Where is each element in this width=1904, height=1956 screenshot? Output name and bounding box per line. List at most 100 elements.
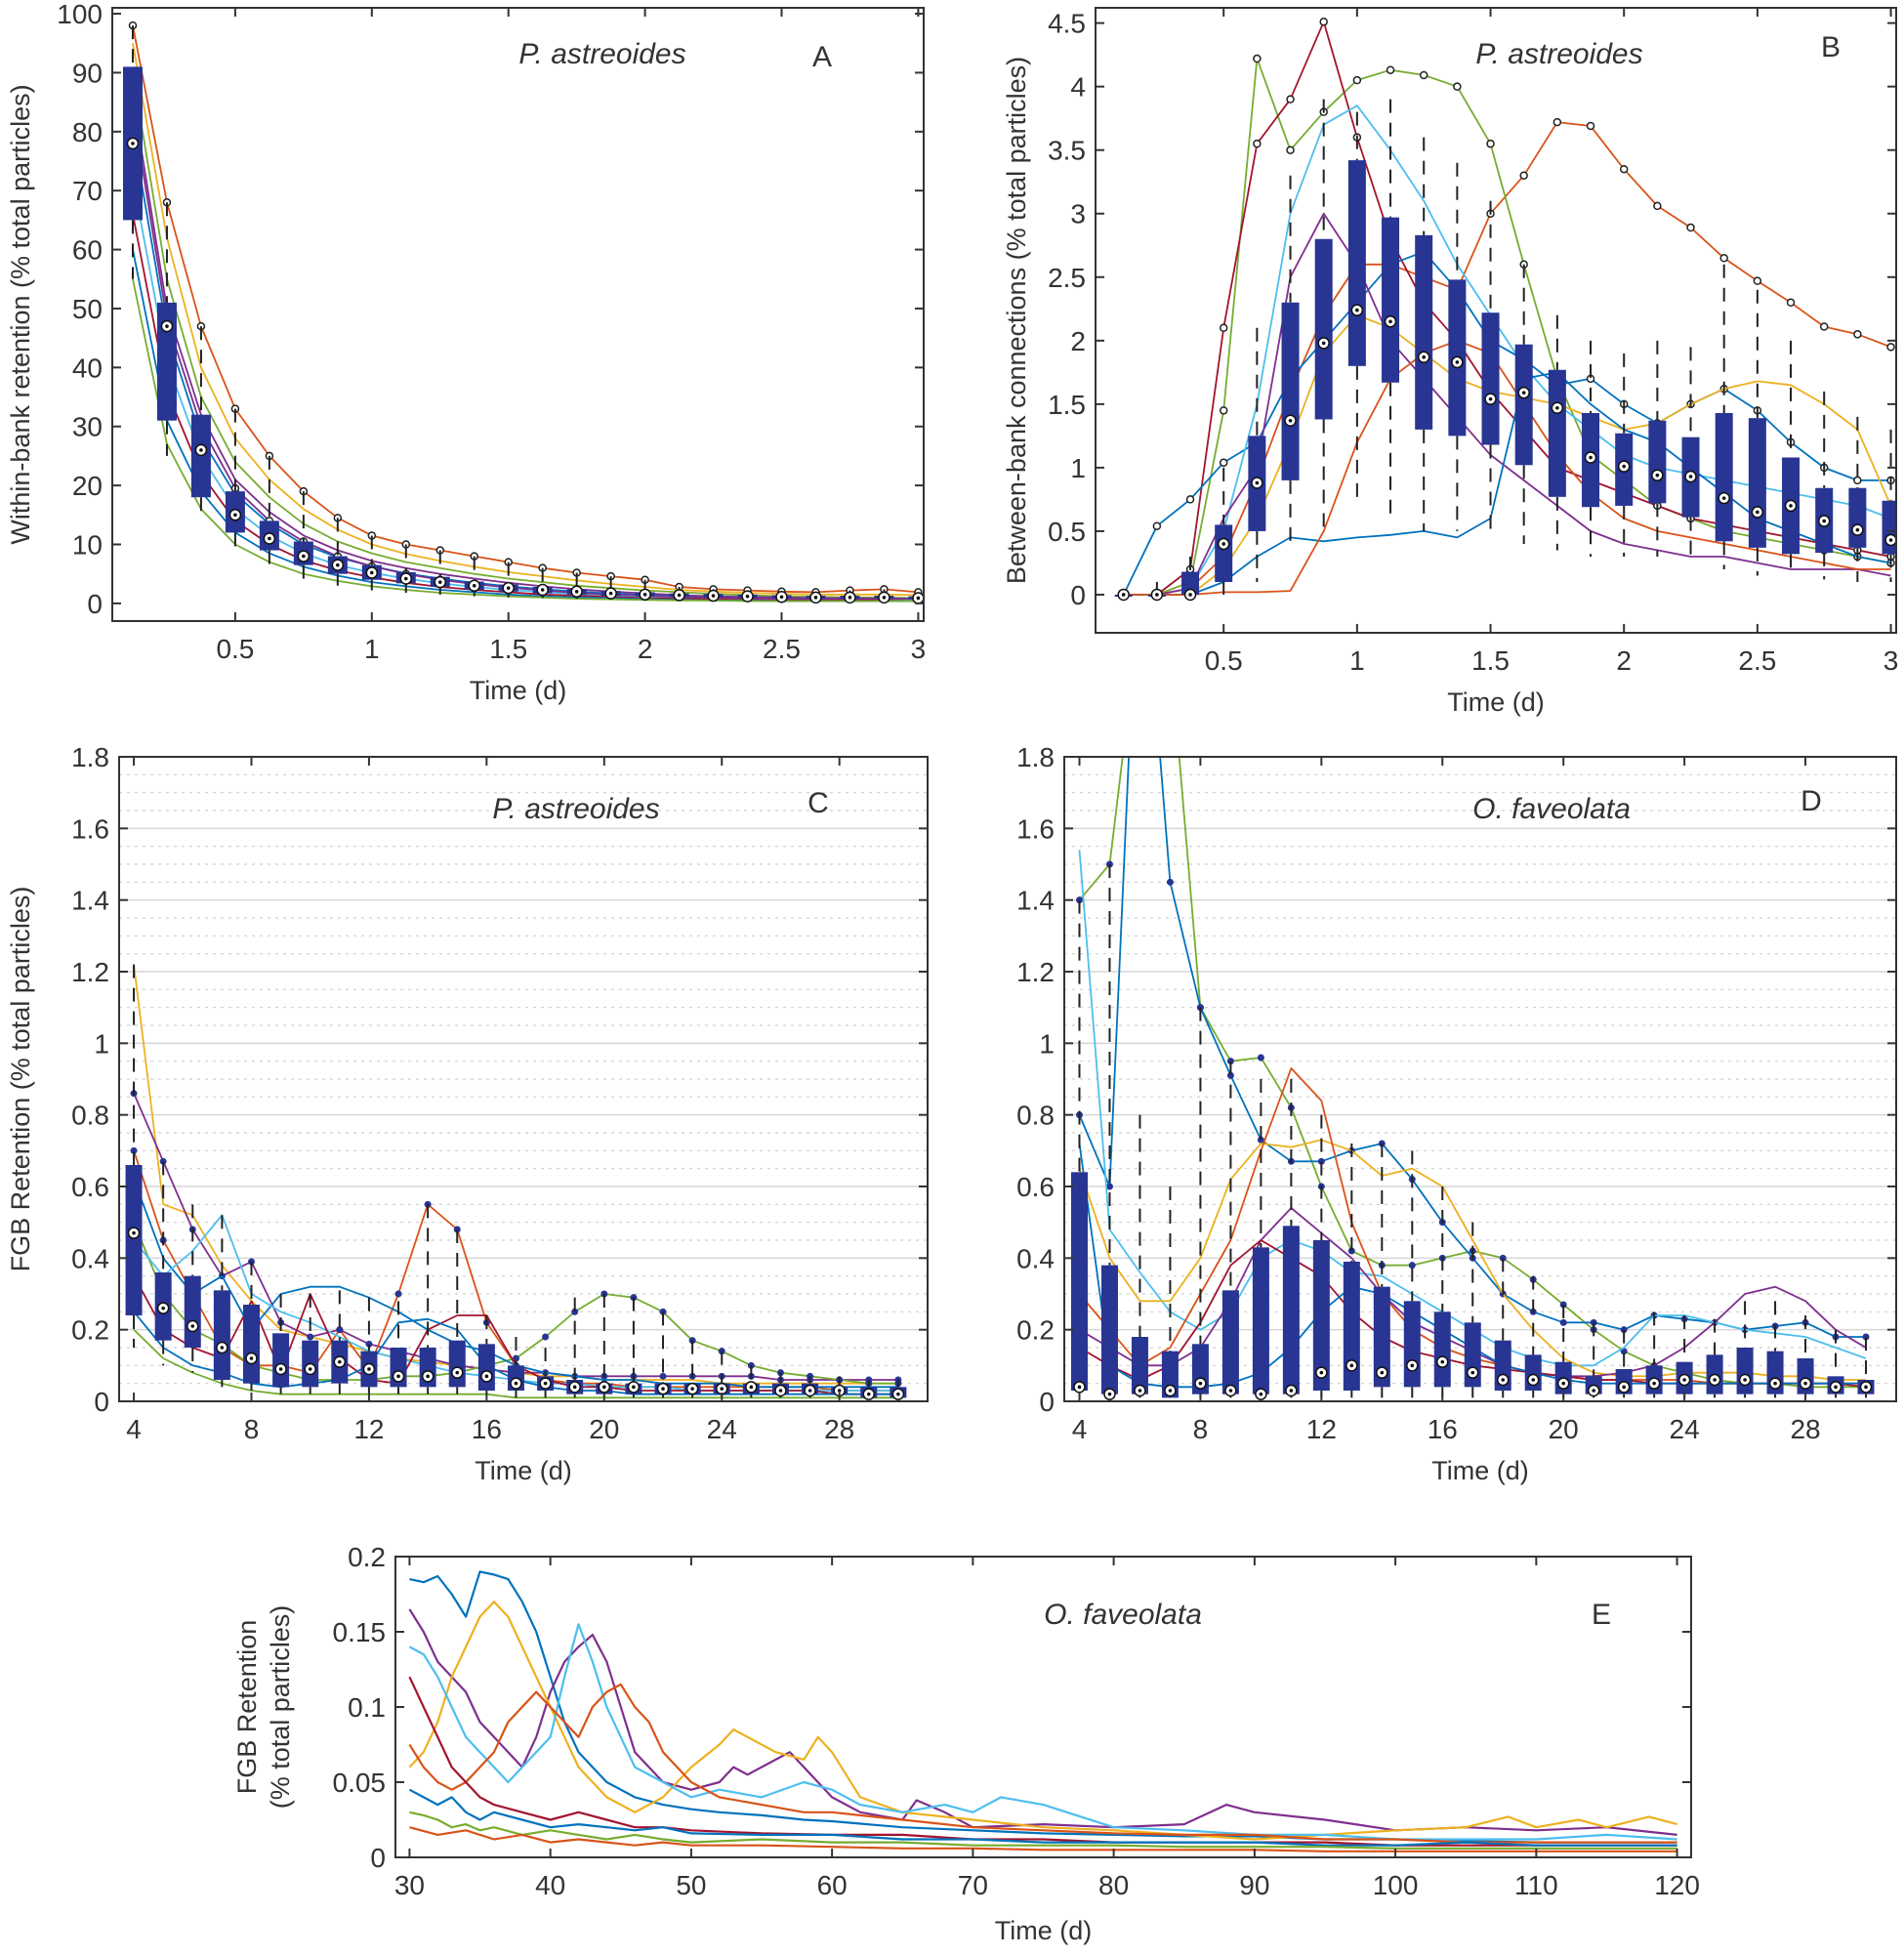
median-dot bbox=[161, 1306, 165, 1311]
boxplot-12 bbox=[532, 567, 553, 599]
median-dot bbox=[132, 1230, 136, 1235]
box-iqr bbox=[1181, 571, 1200, 595]
median-dot bbox=[1155, 593, 1159, 597]
median-dot bbox=[1855, 527, 1860, 532]
y-tick-label: 0.15 bbox=[333, 1617, 387, 1647]
series-marker bbox=[1226, 1071, 1234, 1079]
median-dot bbox=[677, 593, 682, 598]
x-tick-label: 2 bbox=[1616, 645, 1632, 676]
plot-content bbox=[1114, 18, 1896, 602]
box-iqr bbox=[1314, 238, 1333, 420]
median-dot bbox=[632, 1385, 636, 1390]
x-tick-label: 16 bbox=[472, 1414, 502, 1444]
boxplot-1 bbox=[1100, 864, 1118, 1400]
x-tick-label: 40 bbox=[535, 1870, 565, 1900]
series-marker bbox=[394, 1290, 402, 1298]
box-iqr bbox=[242, 1305, 260, 1384]
box-iqr bbox=[1481, 312, 1500, 445]
gridlines bbox=[1064, 773, 1896, 1385]
boxplot-1 bbox=[154, 1161, 172, 1366]
box-iqr bbox=[1514, 344, 1533, 466]
boxplot-23 bbox=[802, 1376, 819, 1398]
x-tick-label: 120 bbox=[1654, 1870, 1700, 1900]
median-dot bbox=[302, 554, 306, 559]
y-tick-label: 0.6 bbox=[71, 1172, 109, 1202]
series-marker bbox=[336, 1326, 344, 1334]
panel-e: 30 40 50 60 70 80 90 100 110 120 0 0.05 0.1 0.15 0.2 Ti… bbox=[232, 1542, 1700, 1945]
median-dot bbox=[711, 594, 716, 598]
series-marker bbox=[1219, 323, 1228, 333]
y-tick-label: 30 bbox=[72, 412, 103, 442]
boxplot-20 bbox=[713, 1351, 730, 1398]
boxplot-3 bbox=[213, 1215, 230, 1388]
x-tick-label: 8 bbox=[244, 1414, 260, 1444]
boxplot-9 bbox=[390, 1301, 407, 1394]
series-line-6 bbox=[408, 1676, 1677, 1847]
series-line-4 bbox=[1078, 1139, 1866, 1381]
median-dot bbox=[1470, 1370, 1475, 1375]
median-dot bbox=[268, 536, 271, 541]
box-iqr bbox=[1736, 1348, 1754, 1394]
series-marker bbox=[1105, 1183, 1113, 1190]
boxplot-23 bbox=[908, 592, 924, 604]
y-axis-title: Within-bank retention (% total particles… bbox=[6, 84, 35, 544]
median-dot bbox=[602, 1385, 606, 1390]
median-dot bbox=[190, 1324, 195, 1328]
panel-letter: E bbox=[1592, 1599, 1611, 1631]
box-iqr bbox=[1215, 524, 1233, 582]
median-dot bbox=[233, 513, 237, 518]
plot-content bbox=[1070, 646, 1875, 1400]
series-marker bbox=[1185, 495, 1195, 504]
median-dot bbox=[1440, 1359, 1445, 1364]
boxplot-8 bbox=[395, 544, 416, 594]
y-tick-label: 0.5 bbox=[1048, 517, 1086, 547]
x-tick-label: 3 bbox=[911, 634, 927, 664]
plot-area bbox=[119, 757, 928, 1401]
boxplot-21 bbox=[742, 1365, 760, 1398]
median-dot bbox=[866, 1392, 871, 1396]
median-dot bbox=[1531, 1378, 1536, 1382]
boxplot-6 bbox=[1314, 99, 1333, 531]
boxplot-14 bbox=[537, 1348, 555, 1398]
series-line-3 bbox=[408, 1601, 1677, 1841]
series-marker bbox=[1719, 254, 1728, 263]
y-tick-label: 0 bbox=[1070, 580, 1086, 610]
x-tick-label: 12 bbox=[353, 1414, 384, 1444]
median-dot bbox=[1555, 405, 1559, 410]
boxplot-19 bbox=[683, 1340, 701, 1398]
boxplot-18 bbox=[1715, 264, 1733, 569]
median-dot bbox=[608, 591, 613, 596]
series-marker bbox=[1166, 878, 1174, 886]
box-iqr bbox=[1403, 1301, 1421, 1388]
series-marker bbox=[1453, 82, 1462, 91]
boxplot-14 bbox=[1582, 340, 1600, 557]
series-marker bbox=[1167, 646, 1174, 653]
series-line-1 bbox=[132, 24, 919, 594]
box-iqr bbox=[1548, 369, 1566, 497]
x-tick-label: 4 bbox=[1072, 1414, 1088, 1444]
boxplot-20 bbox=[1782, 340, 1801, 576]
species-label: P. astreoides bbox=[1475, 38, 1642, 70]
series-marker bbox=[1786, 298, 1796, 308]
x-tick-label: 0.5 bbox=[216, 634, 254, 664]
boxplot-16 bbox=[1648, 340, 1667, 557]
box-iqr bbox=[1373, 1286, 1390, 1388]
series-marker bbox=[1819, 322, 1829, 331]
median-dot bbox=[1380, 1370, 1385, 1375]
median-dot bbox=[896, 1392, 900, 1396]
median-dot bbox=[278, 1367, 283, 1371]
median-dot bbox=[745, 594, 750, 599]
box-iqr bbox=[1281, 302, 1300, 480]
median-dot bbox=[396, 1374, 400, 1379]
x-tick-label: 1.5 bbox=[489, 634, 527, 664]
panel-letter: A bbox=[812, 41, 832, 73]
box-iqr bbox=[477, 1344, 495, 1391]
median-dot bbox=[1682, 1378, 1686, 1382]
axes-frame bbox=[1063, 756, 1897, 1402]
y-tick-label: 0.05 bbox=[333, 1768, 387, 1798]
x-tick-label: 2.5 bbox=[1738, 645, 1776, 676]
boxplot-4 bbox=[1248, 327, 1266, 582]
median-dot bbox=[1349, 1363, 1354, 1368]
panel-c: 4 8 12 16 20 24 28 0 0.2 0.4 0.6 0.8 1 1.2 1.4 1.6 1.8 Ti… bbox=[6, 742, 929, 1485]
